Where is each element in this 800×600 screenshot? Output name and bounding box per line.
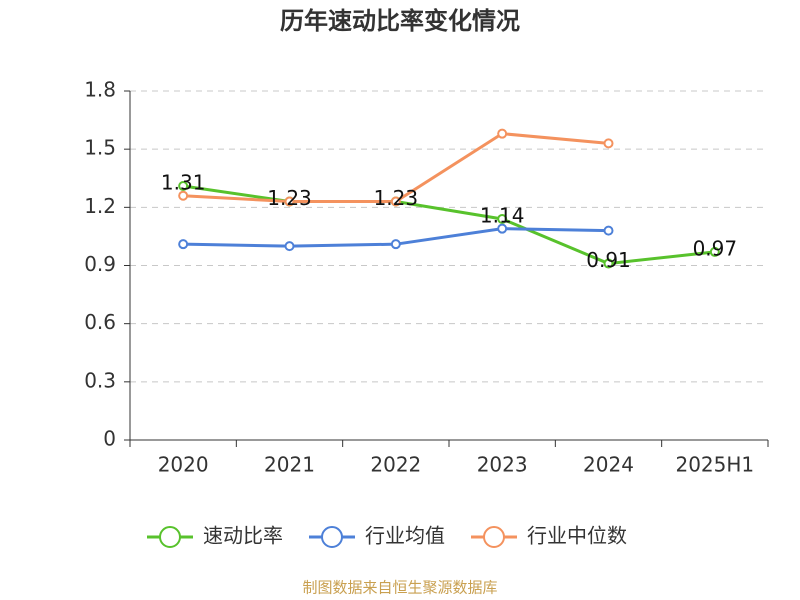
series-line — [182, 184, 715, 266]
legend-label: 行业均值 — [365, 524, 445, 548]
data-label: 1.31 — [161, 171, 206, 195]
legend-marker — [483, 526, 505, 548]
data-point — [497, 128, 508, 139]
data-label: 0.97 — [693, 236, 738, 260]
legend-label: 速动比率 — [203, 524, 283, 548]
y-tick-label: 0 — [103, 427, 116, 451]
data-label: 1.14 — [480, 203, 525, 227]
y-tick-label: 1.5 — [84, 136, 116, 160]
data-point — [284, 196, 295, 207]
data-point — [390, 239, 401, 250]
y-tick-label: 0.6 — [84, 310, 116, 334]
data-point — [178, 181, 189, 192]
data-point — [178, 190, 189, 201]
x-tick-label: 2024 — [583, 453, 634, 477]
data-point — [603, 225, 614, 236]
data-label: 0.91 — [586, 248, 631, 272]
x-tick-label: 2021 — [264, 453, 315, 477]
data-label: 1.23 — [374, 186, 419, 210]
x-tick-label: 2020 — [158, 453, 209, 477]
data-point — [284, 241, 295, 252]
source-note: 制图数据来自恒生聚源数据库 — [302, 579, 497, 597]
y-tick-label: 0.9 — [84, 252, 116, 276]
legend-marker — [321, 526, 343, 548]
data-label: 1.23 — [267, 186, 312, 210]
data-point — [497, 213, 508, 224]
x-tick-label: 2025H1 — [675, 453, 754, 477]
y-tick-label: 1.8 — [84, 78, 116, 102]
data-point — [603, 138, 614, 149]
data-point — [390, 196, 401, 207]
legend-marker — [159, 526, 181, 548]
data-point — [603, 258, 614, 269]
y-tick-label: 1.2 — [84, 194, 116, 218]
data-point — [709, 246, 720, 257]
chart-title: 历年速动比率变化情况 — [280, 7, 520, 35]
data-point — [178, 239, 189, 250]
y-tick-label: 0.3 — [84, 368, 116, 392]
x-tick-label: 2023 — [477, 453, 528, 477]
legend-label: 行业中位数 — [527, 524, 627, 548]
data-point — [497, 223, 508, 234]
x-tick-label: 2022 — [370, 453, 421, 477]
